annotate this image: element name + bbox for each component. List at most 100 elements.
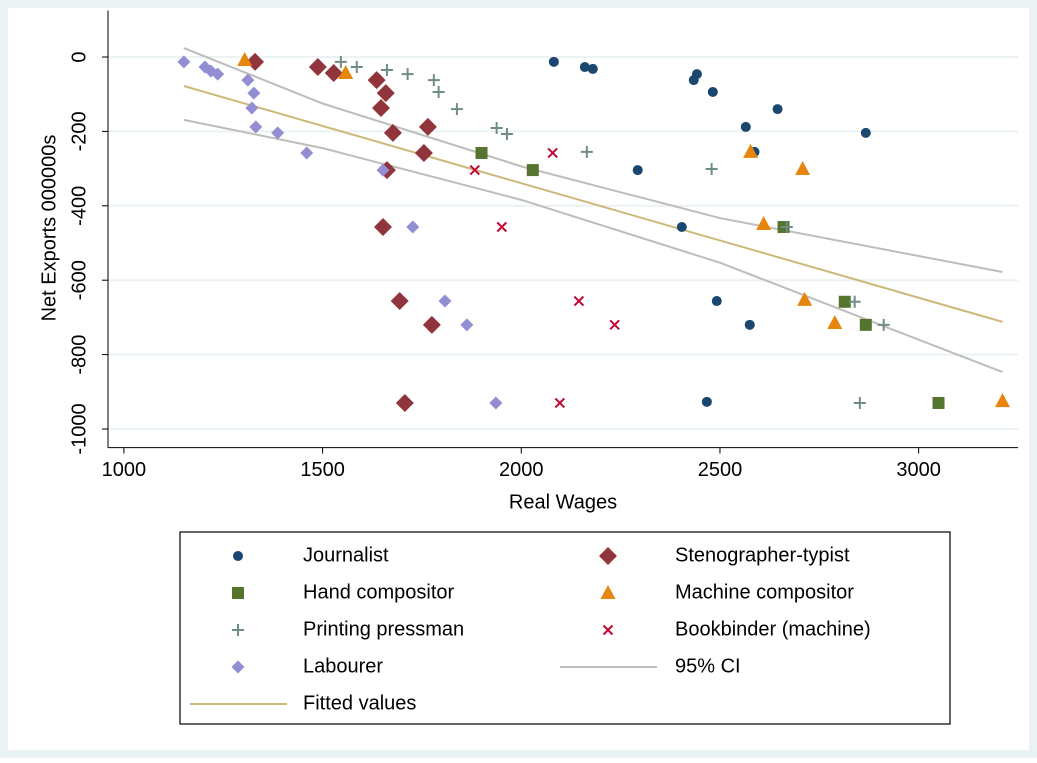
point <box>246 52 265 71</box>
legend-marker <box>233 551 243 561</box>
point <box>390 292 409 311</box>
point <box>427 74 440 87</box>
point <box>401 68 414 81</box>
point <box>249 120 263 134</box>
point <box>475 146 488 159</box>
point <box>772 104 783 115</box>
point <box>859 318 872 331</box>
point <box>740 121 751 132</box>
point <box>496 221 508 233</box>
point <box>418 117 437 136</box>
point <box>795 160 811 175</box>
point <box>469 164 480 176</box>
point <box>308 58 327 77</box>
point <box>853 396 866 409</box>
y-tick-label: -800 <box>68 335 90 375</box>
point <box>338 64 354 79</box>
ci-lower <box>183 118 1003 374</box>
y-tick-label: 0 <box>68 51 90 62</box>
legend-marker <box>231 660 245 674</box>
point <box>500 128 513 141</box>
x-tick-label: 3000 <box>896 459 941 481</box>
point <box>580 145 593 158</box>
point <box>406 220 420 234</box>
point <box>438 294 452 308</box>
point <box>579 62 590 73</box>
x-tick-label: 1500 <box>300 459 345 481</box>
point <box>932 396 945 409</box>
point <box>422 315 441 334</box>
point <box>490 122 503 135</box>
legend-label: Stenographer-typist <box>675 544 850 566</box>
x-tick-label: 2000 <box>499 459 544 481</box>
legend-marker <box>232 624 244 636</box>
x-tick-label: 2500 <box>698 459 743 481</box>
y-tick-label: -1000 <box>68 403 90 454</box>
point <box>237 51 253 66</box>
legend-label: Machine compositor <box>675 581 854 603</box>
legend-box <box>179 531 951 725</box>
legend-label: Journalist <box>303 544 389 566</box>
point <box>554 397 566 409</box>
point <box>247 86 261 100</box>
point <box>373 218 392 237</box>
point <box>376 84 395 103</box>
point <box>432 85 445 98</box>
point <box>860 127 871 138</box>
point <box>848 295 861 308</box>
x-axis-title: Real Wages <box>509 491 617 513</box>
point <box>705 162 718 175</box>
point <box>756 216 772 231</box>
point <box>827 314 843 329</box>
point <box>573 295 585 307</box>
point <box>587 63 598 74</box>
point <box>241 73 255 87</box>
legend-label: Fitted values <box>303 692 416 714</box>
point <box>372 98 390 117</box>
point <box>701 396 712 407</box>
point <box>676 222 687 233</box>
point <box>632 165 643 176</box>
point <box>797 291 813 306</box>
legend-marker <box>602 624 614 636</box>
point <box>271 126 285 140</box>
point <box>744 319 755 330</box>
legend-label: Bookbinder (machine) <box>675 618 871 640</box>
legend-label: 95% CI <box>675 655 741 677</box>
point <box>380 64 393 77</box>
point <box>548 56 559 67</box>
legend-label: Labourer <box>303 655 383 677</box>
y-tick-label: -200 <box>68 111 90 151</box>
point <box>780 221 793 234</box>
ci-upper <box>183 47 1003 273</box>
legend-marker <box>232 587 244 599</box>
point <box>526 164 539 177</box>
point <box>376 163 390 177</box>
point <box>245 101 259 115</box>
point <box>688 75 699 86</box>
legend-label: Printing pressman <box>303 618 464 640</box>
point <box>711 296 722 307</box>
point <box>609 319 620 331</box>
point <box>211 67 225 81</box>
point <box>743 143 759 158</box>
point <box>383 123 402 142</box>
point <box>460 318 474 332</box>
legend-marker <box>600 585 616 599</box>
point <box>707 86 718 97</box>
point <box>489 396 503 410</box>
point <box>367 71 386 90</box>
y-axis-title: Net Exports 000000s <box>38 135 60 322</box>
point <box>395 393 414 412</box>
point <box>838 295 851 308</box>
point <box>300 146 314 160</box>
point <box>450 103 463 116</box>
fitted-line <box>183 85 1003 323</box>
y-tick-label: -600 <box>68 260 90 300</box>
point <box>177 55 191 69</box>
point <box>334 55 347 68</box>
point <box>324 63 343 82</box>
legend-marker <box>599 547 617 565</box>
